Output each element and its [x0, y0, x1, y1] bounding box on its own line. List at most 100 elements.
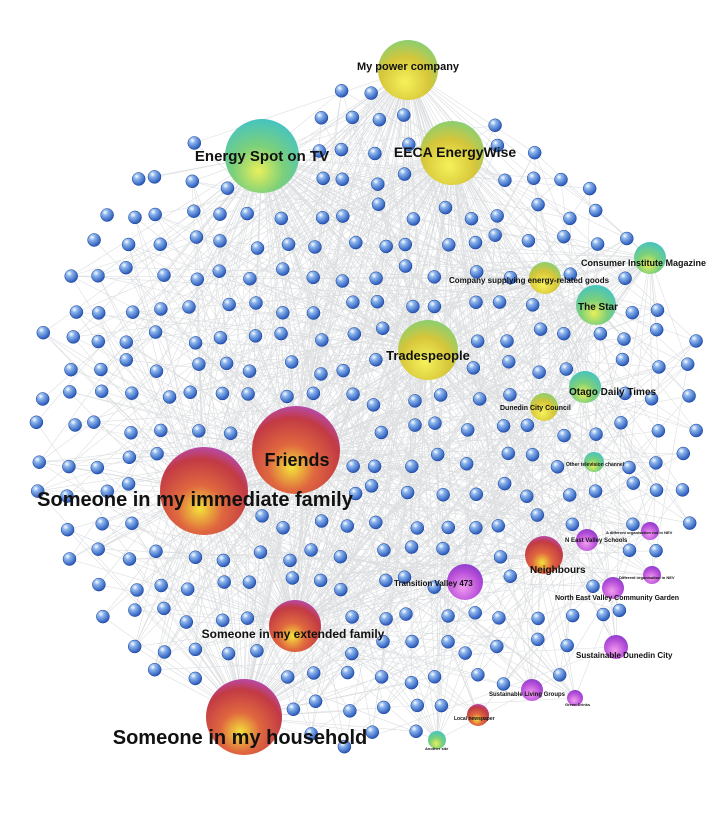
- respondent-node: [308, 240, 322, 254]
- respondent-node: [35, 392, 50, 406]
- respondent-node: [308, 694, 323, 709]
- respondent-node: [469, 295, 483, 310]
- respondent-node: [441, 635, 455, 649]
- respondent-node: [582, 181, 597, 196]
- respondent-node: [157, 268, 171, 282]
- respondent-node: [376, 700, 391, 715]
- respondent-node: [66, 330, 81, 344]
- hub-label-friends: Friends: [264, 450, 329, 470]
- respondent-node: [410, 698, 425, 713]
- respondent-node: [216, 553, 231, 568]
- respondent-node: [335, 274, 350, 288]
- respondent-node: [334, 142, 349, 157]
- respondent-node: [149, 364, 164, 378]
- respondent-node: [532, 365, 546, 379]
- respondent-node: [283, 553, 297, 568]
- respondent-node: [217, 575, 231, 589]
- respondent-node: [36, 325, 51, 340]
- respondent-node: [682, 516, 697, 530]
- respondent-node: [315, 333, 329, 347]
- hub-label-consumer: Consumer Institute Magazine: [581, 258, 706, 268]
- respondent-node: [162, 390, 177, 404]
- respondent-node: [458, 646, 472, 660]
- respondent-node: [179, 615, 194, 629]
- respondent-node: [466, 361, 481, 375]
- respondent-node: [192, 424, 206, 438]
- respondent-node: [469, 521, 483, 535]
- respondent-node: [188, 671, 203, 686]
- respondent-node: [469, 265, 484, 279]
- respondent-node: [157, 645, 172, 659]
- hub-label-tv: Energy Spot on TV: [195, 148, 329, 165]
- respondent-node: [530, 508, 545, 522]
- hub-label-eeca: EECA EnergyWise: [394, 144, 516, 160]
- respondent-node: [91, 334, 106, 349]
- respondent-node: [618, 386, 632, 401]
- respondent-node: [552, 668, 567, 682]
- respondent-node: [372, 112, 387, 127]
- respondent-node: [334, 84, 349, 98]
- respondent-node: [334, 582, 348, 597]
- respondent-node: [314, 514, 329, 528]
- respondent-node: [472, 392, 487, 406]
- respondent-node: [94, 384, 109, 399]
- respondent-node: [554, 172, 568, 187]
- respondent-node: [154, 578, 168, 593]
- respondent-node: [650, 303, 665, 317]
- respondent-node: [349, 235, 363, 250]
- hub-label-nev1: A different organisation not in NEV: [606, 530, 673, 535]
- hub-node-dcc: [530, 393, 558, 421]
- respondent-node: [562, 488, 577, 502]
- respondent-node: [459, 457, 474, 471]
- respondent-node: [503, 388, 517, 402]
- respondent-node: [128, 210, 142, 225]
- respondent-node: [493, 550, 508, 564]
- hub-label-household: Someone in my household: [113, 727, 367, 749]
- respondent-node: [366, 398, 381, 412]
- respondent-node: [240, 611, 255, 625]
- respondent-node: [274, 211, 289, 226]
- respondent-node: [346, 295, 360, 309]
- respondent-node: [243, 271, 257, 286]
- respondent-node: [348, 486, 363, 501]
- hub-node-web: [428, 731, 446, 749]
- respondent-node: [337, 739, 352, 754]
- respondent-node: [525, 447, 540, 462]
- respondent-node: [90, 460, 105, 475]
- respondent-node: [441, 520, 456, 535]
- respondent-node: [498, 173, 512, 188]
- respondent-node: [64, 362, 78, 377]
- respondent-node: [408, 394, 422, 408]
- respondent-node: [219, 356, 234, 371]
- respondent-node: [649, 322, 664, 337]
- respondent-node: [222, 297, 236, 312]
- respondent-node: [563, 267, 578, 281]
- respondent-node: [503, 270, 518, 285]
- hub-label-star: The Star: [578, 302, 618, 313]
- respondent-node: [588, 203, 603, 218]
- respondent-node: [527, 145, 542, 160]
- respondent-node: [470, 334, 485, 348]
- respondent-node: [468, 235, 483, 250]
- respondent-node: [531, 611, 545, 626]
- respondent-node: [397, 570, 412, 584]
- respondent-node: [187, 136, 202, 150]
- respondent-node: [649, 483, 664, 497]
- respondent-node: [625, 305, 640, 320]
- respondent-node: [69, 305, 84, 319]
- respondent-node: [442, 238, 456, 252]
- respondent-node: [119, 335, 134, 349]
- respondent-node: [149, 544, 163, 559]
- respondent-node: [402, 137, 416, 152]
- respondent-node: [379, 612, 393, 626]
- respondent-node: [223, 426, 238, 441]
- respondent-node: [340, 665, 355, 680]
- hub-node-nev1: [641, 522, 659, 540]
- respondent-node: [276, 521, 290, 535]
- respondent-node: [213, 234, 227, 248]
- respondent-node: [436, 541, 450, 556]
- respondent-node: [379, 239, 393, 254]
- respondent-node: [95, 517, 109, 531]
- respondent-node: [345, 110, 360, 125]
